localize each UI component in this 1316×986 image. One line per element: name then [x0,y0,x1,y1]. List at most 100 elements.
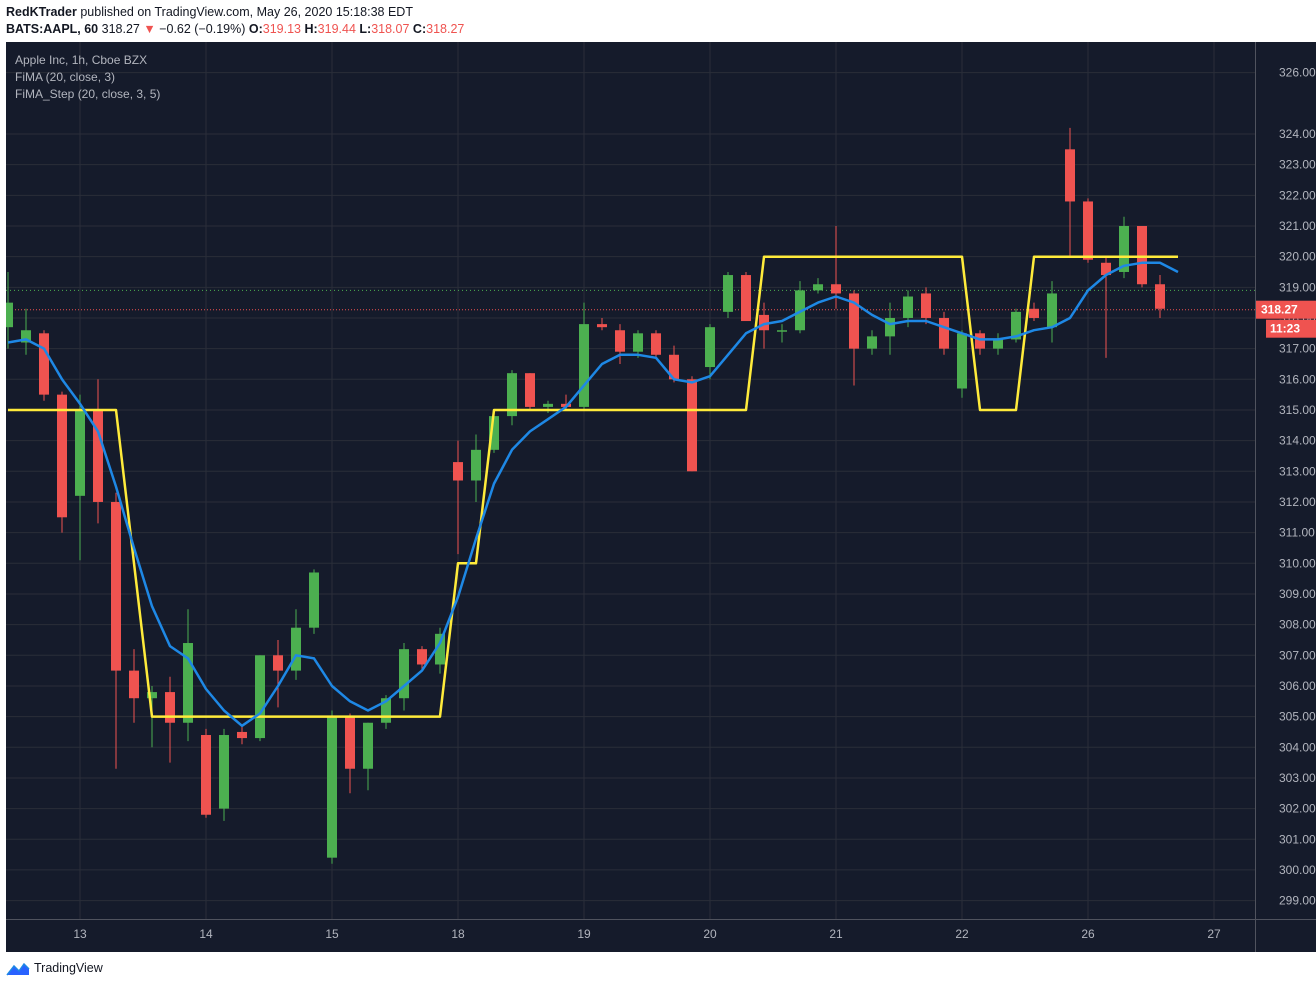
x-tick-label: 15 [325,927,339,941]
candle-body [1155,284,1165,309]
y-tick-label: 313.00 [1279,464,1316,478]
candle-body [651,333,661,355]
y-tick-label: 317.00 [1279,342,1316,356]
candle-body [237,731,247,739]
chart-area[interactable]: 299.00 300.00 301.00 302.00 303.00 304.00 305.… [6,42,1316,952]
y-tick-label: 320.00 [1279,250,1316,264]
fima-line [7,261,1179,728]
last-price: 318.27 [101,22,140,36]
candle-body [975,333,985,349]
y-tick-label: 315.00 [1279,403,1316,417]
countdown-tag [1266,319,1316,338]
y-tick-label: 309.00 [1279,587,1316,601]
candle-body [741,275,751,322]
candle-body [849,293,859,349]
current-price-tag [1256,300,1316,319]
candle-body [399,649,409,699]
tradingview-brand[interactable]: TradingView [34,961,103,975]
candle-body [831,284,841,294]
close-value: 318.27 [426,22,465,36]
candle-body [885,317,895,337]
down-arrow-icon: ▼ [143,22,156,36]
candle-body [957,333,967,389]
tradingview-logo-icon[interactable] [6,961,30,977]
y-tick-label: 316.00 [1279,372,1316,386]
candle-body [111,501,121,671]
legend-symbol[interactable]: Apple Inc, 1h, Cboe BZX [15,53,148,67]
candle-body [471,449,481,481]
candle-body [759,314,769,331]
candle-body [489,416,499,450]
fima-step-line [8,255,1178,718]
y-tick-label: 312.00 [1279,495,1316,509]
publish-info: RedKTrader published on TradingView.com,… [6,5,413,19]
candle-body [1137,225,1147,285]
candle-body [165,692,175,723]
y-tick-label: 307.00 [1279,648,1316,662]
candle-body [1029,308,1039,318]
price-chart[interactable]: 299.00 300.00 301.00 302.00 303.00 304.00 305.… [6,42,1316,952]
x-tick-label: 13 [73,927,87,941]
open-label: O: [248,22,263,36]
chart-footer: TradingView [0,952,1316,986]
candle-body [93,409,103,502]
candle-body [75,409,85,496]
legend-fima-step[interactable]: FiMA_Step (20, close, 3, 5) [15,87,161,101]
y-tick-label: 314.00 [1279,434,1316,448]
x-tick-label: 18 [451,927,465,941]
candle-body [183,643,193,723]
price-change: −0.62 (−0.19%) [159,22,246,36]
y-tick-label: 305.00 [1279,710,1316,724]
candle-body [777,330,787,332]
candle-body [1083,201,1093,260]
y-tick-label: 322.00 [1279,188,1316,202]
y-tick-label: 306.00 [1279,679,1316,693]
candle-body [1047,293,1057,328]
candle-body [201,735,211,815]
candle-body [453,462,463,481]
y-tick-label: 302.00 [1279,802,1316,816]
candle-body [579,324,589,407]
candle-body [1101,262,1111,276]
candle-body [687,379,697,472]
candle-body [993,339,1003,349]
candle-body [597,324,607,328]
high-value: 319.44 [317,22,356,36]
low-label: L: [359,22,372,36]
candle-body [255,655,265,739]
candle-body [381,698,391,723]
candle-body [219,735,229,809]
y-tick-label: 323.00 [1279,158,1316,172]
candle-body [507,373,517,417]
low-value: 318.07 [371,22,410,36]
legend-fima[interactable]: FiMA (20, close, 3) [15,70,116,84]
high-label: H: [304,22,318,36]
chart-legend: Apple Inc, 1h, Cboe BZX FiMA (20, close,… [15,52,160,103]
x-tick-label: 19 [577,927,591,941]
chart-background [6,42,1316,952]
current-price-label: 318.27 [1261,303,1298,317]
y-tick-label: 311.00 [1279,526,1315,540]
candle-body [147,692,157,699]
candle-body [633,333,643,352]
candle-body [903,296,913,318]
candle-body [525,373,535,407]
x-tick-label: 14 [199,927,213,941]
publisher-name[interactable]: RedKTrader [6,5,77,19]
symbol-info: BATS:AAPL, 60 318.27 ▼ −0.62 (−0.19%) O:… [6,22,464,36]
candle-body [813,284,823,291]
candle-body [21,330,31,343]
candle-body [669,354,679,380]
candle-body [363,722,373,769]
y-tick-label: 300.00 [1279,863,1316,877]
candle-body [435,633,445,665]
y-tick-label: 301.00 [1279,832,1316,846]
y-tick-label: 308.00 [1279,618,1316,632]
candle-body [327,716,337,858]
y-tick-label: 326.00 [1279,66,1316,80]
candle-body [273,655,283,671]
x-tick-label: 20 [703,927,717,941]
x-tick-label: 21 [829,927,843,941]
y-tick-label: 299.00 [1279,894,1316,908]
x-tick-label: 22 [955,927,969,941]
